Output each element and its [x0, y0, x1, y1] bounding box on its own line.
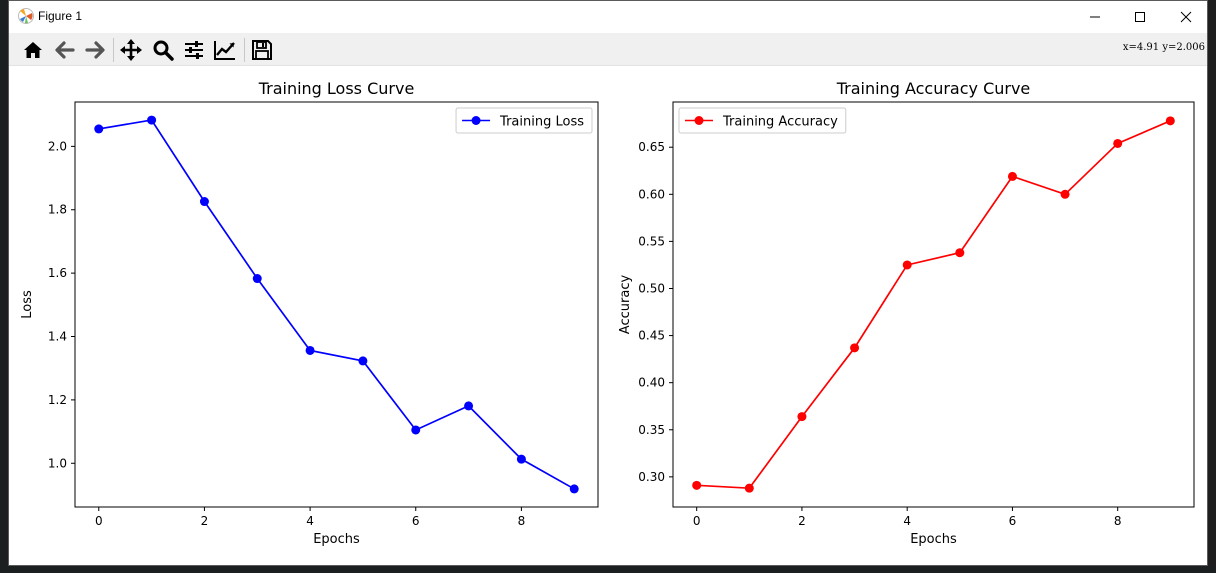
y-tick-label: 1.8: [48, 203, 67, 217]
matplotlib-icon: [18, 8, 34, 24]
data-point: [1007, 171, 1017, 181]
close-icon: [1180, 11, 1192, 22]
toolbar-separator: [113, 38, 114, 62]
data-point: [252, 274, 262, 284]
data-point: [744, 483, 754, 493]
y-tick-label: 0.40: [638, 376, 665, 390]
data-point: [569, 484, 579, 494]
x-tick-label: 8: [1114, 514, 1122, 528]
y-tick-label: 1.4: [48, 330, 67, 344]
legend-marker-sample: [471, 116, 481, 125]
maximize-icon: [1135, 11, 1145, 22]
loss-plot-area: 0 2 4 6 8 1.0 1.2 1.4 1.6 1.8 2.0: [48, 101, 599, 528]
accuracy-plot-area: 0 2 4 6 8 0.30 0.35 0.40 0.45 0.50 0.55 0.60 0.65: [638, 101, 1195, 528]
background-editor-strip: [0, 0, 9, 573]
navigation-toolbar: x=4.91 y=2.006: [9, 33, 1207, 66]
configure-subplots-button[interactable]: [181, 37, 207, 63]
home-icon: [24, 42, 42, 58]
x-tick-label: 0: [693, 514, 701, 528]
loss-y-axis-label: Loss: [20, 290, 35, 319]
data-point: [516, 454, 526, 464]
legend-marker-sample: [694, 116, 704, 125]
floppy-disk-icon: [252, 40, 272, 60]
home-button[interactable]: [20, 37, 46, 63]
data-point: [199, 197, 209, 207]
sliders-icon: [185, 41, 203, 59]
axes-frame: [74, 101, 599, 508]
legend-box: [678, 107, 847, 134]
x-tick-label: 0: [95, 514, 103, 528]
line-chart-icon: [214, 41, 235, 60]
pan-button[interactable]: [118, 37, 144, 63]
arrow-right-icon: [85, 41, 105, 59]
loss-x-axis-label: Epochs: [313, 532, 360, 547]
magnifier-icon: [153, 40, 174, 61]
cursor-coordinates: x=4.91 y=2.006: [1122, 42, 1205, 53]
legend-label: Training Loss: [499, 115, 584, 130]
data-point: [902, 260, 912, 270]
data-point: [1165, 116, 1175, 126]
accuracy-legend: Training Accuracy: [678, 107, 847, 134]
maximize-button[interactable]: [1117, 1, 1163, 32]
y-tick-label: 0.45: [638, 329, 665, 343]
y-tick-label: 2.0: [48, 139, 67, 153]
data-point: [358, 356, 368, 366]
accuracy-y-axis-label: Accuracy: [618, 275, 633, 335]
x-tick-label: 2: [201, 514, 209, 528]
y-tick-label: 0.60: [638, 187, 665, 201]
legend-label: Training Accuracy: [722, 115, 838, 130]
data-point: [955, 248, 965, 258]
minimize-button[interactable]: [1072, 1, 1118, 32]
loss-subplot[interactable]: Training Loss Curve 0 2 4 6 8 1.0 1.2 1.4 1.6 1.8…: [20, 79, 599, 547]
series-line: [696, 120, 1171, 490]
y-tick-label: 0.65: [638, 140, 665, 154]
forward-button[interactable]: [82, 37, 108, 63]
y-tick-label: 0.50: [638, 281, 665, 295]
figure-window: Figure 1: [8, 0, 1208, 566]
save-button[interactable]: [249, 37, 275, 63]
legend-box: [455, 107, 593, 134]
zoom-button[interactable]: [150, 37, 176, 63]
toolbar-separator: [244, 38, 245, 62]
data-point: [1060, 189, 1070, 199]
accuracy-subplot[interactable]: Training Accuracy Curve 0 2 4 6 8 0.30 0.35 0.4…: [618, 79, 1195, 547]
loss-legend: Training Loss: [455, 107, 593, 134]
data-point: [147, 115, 157, 125]
title-bar[interactable]: Figure 1: [9, 1, 1207, 32]
back-button[interactable]: [52, 37, 78, 63]
x-tick-label: 2: [798, 514, 806, 528]
loss-chart-title: Training Loss Curve: [258, 79, 415, 98]
data-point: [464, 401, 474, 411]
accuracy-x-axis-label: Epochs: [910, 532, 957, 547]
y-tick-label: 1.2: [48, 393, 67, 407]
x-tick-label: 4: [306, 514, 314, 528]
x-tick-label: 6: [1009, 514, 1017, 528]
data-point: [305, 345, 315, 355]
data-point: [850, 343, 860, 353]
window-title: Figure 1: [38, 9, 83, 23]
edit-axis-button[interactable]: [212, 37, 238, 63]
y-tick-label: 1.6: [48, 266, 67, 280]
data-point: [411, 425, 421, 435]
accuracy-chart-title: Training Accuracy Curve: [836, 79, 1031, 98]
axes-frame: [672, 101, 1195, 508]
close-button[interactable]: [1163, 1, 1209, 32]
data-point: [797, 412, 807, 422]
y-tick-label: 0.35: [638, 423, 665, 437]
data-point: [692, 480, 702, 490]
figure-canvas[interactable]: Training Loss Curve 0 2 4 6 8 1.0 1.2 1.4 1.6 1.8…: [9, 66, 1207, 565]
x-tick-label: 6: [412, 514, 420, 528]
y-tick-label: 1.0: [48, 456, 67, 470]
y-tick-label: 0.55: [638, 234, 665, 248]
x-tick-label: 4: [903, 514, 911, 528]
x-tick-label: 8: [518, 514, 526, 528]
data-point: [1113, 138, 1123, 148]
minimize-icon: [1090, 16, 1100, 17]
data-point: [94, 124, 104, 134]
background-editor-strip-bottom: [0, 566, 1216, 573]
arrow-left-icon: [55, 41, 75, 59]
y-tick-label: 0.30: [638, 470, 665, 484]
series-line: [98, 119, 575, 490]
move-icon: [120, 39, 142, 61]
